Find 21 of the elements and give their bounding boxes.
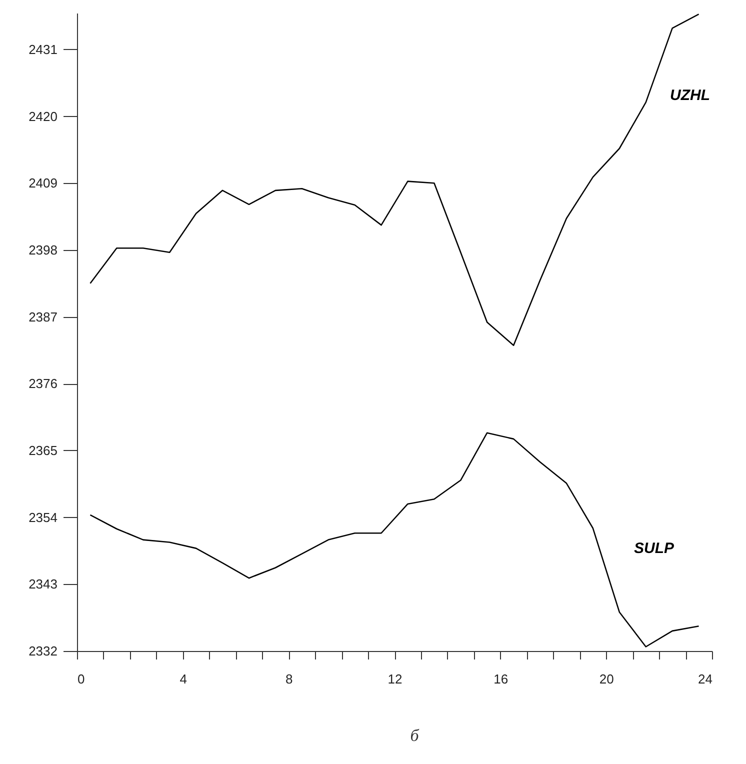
x-tick-label: 20 [599,672,614,686]
series-label: UZHL [670,87,710,104]
x-tick-label: 0 [78,672,85,686]
x-tick-label: 24 [698,672,712,686]
y-tick-label: 2431 [28,42,58,57]
y-tick-label: 2332 [28,644,58,658]
x-tick-label: 12 [388,672,402,686]
x-tick-label: 4 [180,672,187,686]
y-tick-label: 2343 [28,576,58,592]
y-tick-label: 2398 [28,242,58,258]
y-tick-label: 2420 [28,108,58,124]
y-tick-label: 2387 [28,309,58,324]
line-series [90,432,700,648]
y-tick-label: 2354 [28,510,58,525]
y-tick-label: 2365 [28,442,58,458]
y-tick-label: 2376 [28,376,58,392]
text: б [410,726,420,745]
text: SULP [634,540,675,557]
y-tick-label: 2409 [28,176,58,191]
x-tick-label: 16 [494,672,508,686]
x-tick-label: 8 [286,672,293,686]
